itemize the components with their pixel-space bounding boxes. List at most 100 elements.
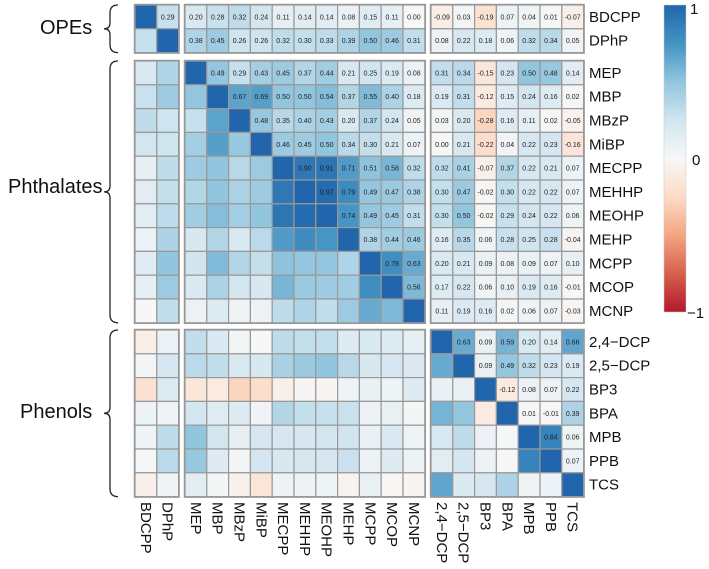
cell-value-label: 0.19 [566,363,580,370]
heatmap-cell [206,250,230,276]
heatmap-cell: 0.07 [402,131,426,157]
cell-rect [358,353,382,379]
heatmap-cell: 0.30 [293,28,317,54]
heatmap-cell [474,448,498,474]
cell-value-label: 0.15 [363,14,377,21]
heatmap-cell: 0.07 [539,377,563,403]
heatmap-cell: 0.50 [271,84,295,110]
heatmap-cell [315,274,339,300]
column-label: MiBP [252,502,269,538]
cell-value-label: 0.45 [385,213,399,220]
heatmap-cell: 0.02 [539,107,563,133]
cell-value-label: 0.37 [342,94,356,101]
heatmap-cell: 0.07 [561,448,585,474]
cell-value-label: 0.48 [544,70,558,77]
heatmap-cell: -0.01 [539,400,563,426]
cell-rect [517,424,541,450]
row-label: BPA [589,405,618,422]
heatmap-cell: 0.14 [539,329,563,355]
heatmap-cell [315,329,339,355]
heatmap-cell: 0.16 [539,274,563,300]
group-brace [103,329,119,498]
cell-value-label: 0.50 [320,142,334,149]
heatmap-cell [228,424,252,450]
cell-rect [156,155,180,181]
heatmap-cell: 0.24 [380,107,404,133]
cell-value-label: 0.06 [500,38,514,45]
row-label: MPB [589,429,622,446]
heatmap-cell [402,424,426,450]
heatmap-cell [271,298,295,324]
cell-rect [228,424,252,450]
heatmap-cell: 0.32 [517,353,541,379]
cell-value-label: 0.26 [233,38,247,45]
row-label: MBzP [589,113,629,130]
cell-value-label: 0.43 [254,70,268,77]
heatmap-cell [271,377,295,403]
heatmap-cell [228,250,252,276]
heatmap-cell [184,472,208,498]
cell-rect [293,329,317,355]
heatmap-cell: -0.09 [430,4,454,30]
heatmap-cell: 0.48 [539,60,563,86]
heatmap-cell: 0.30 [430,203,454,229]
heatmap-cell: 0.38 [184,28,208,54]
row-label: MCOP [589,279,634,296]
cell-value-label: 0.32 [522,363,536,370]
cell-value-label: 0.32 [435,166,449,173]
cell-value-label: 0.49 [363,189,377,196]
heatmap-cell [228,377,252,403]
cell-value-label: 0.06 [522,308,536,315]
column-label: MEHP [340,502,357,545]
cell-rect [358,329,382,355]
cell-rect [337,250,361,276]
heatmap-cell [271,472,295,498]
cell-rect [134,84,158,110]
heatmap-cell [156,84,180,110]
cell-rect [474,448,498,474]
cell-value-label: 0.32 [276,38,290,45]
cell-rect [206,353,230,379]
cell-rect [206,400,230,426]
column-label: 2,4−DCP [433,502,450,563]
cell-rect [134,472,158,498]
cell-value-label: 0.22 [566,387,580,394]
heatmap-cell [184,203,208,229]
heatmap-cell: -0.05 [561,107,585,133]
heatmap-cell [380,472,404,498]
heatmap-cell [474,424,498,450]
cell-rect [134,377,158,403]
cell-value-label: 0.59 [500,339,514,346]
cell-value-label: 0.22 [544,213,558,220]
heatmap-cell [474,377,498,403]
column-label: BP3 [477,502,494,530]
heatmap-cell: 0.18 [474,28,498,54]
heatmap-cell [134,472,158,498]
heatmap-cell [184,131,208,157]
cell-rect [156,424,180,450]
cell-rect [315,400,339,426]
heatmap-cell: 0.19 [430,84,454,110]
cell-rect [184,353,208,379]
heatmap-cell [184,227,208,253]
heatmap-cell [184,448,208,474]
cell-value-label: 0.09 [479,339,493,346]
cell-value-label: 0.31 [407,38,421,45]
heatmap-cell: 0.58 [380,155,404,181]
cell-value-label: -0.19 [478,14,494,21]
cell-value-label: -0.16 [565,142,581,149]
heatmap-cell: 0.07 [561,155,585,181]
cell-value-label: 0.63 [407,261,421,268]
cell-rect [474,472,498,498]
row-labels: BDCPP DPhP MEP MBP MBzP MiBP MECPP MEHHP MEOHP ME… [589,9,650,494]
cell-rect [337,424,361,450]
row-label: PPB [589,453,619,470]
heatmap-cell [315,227,339,253]
heatmap-cell: 0.16 [474,298,498,324]
heatmap-cell [271,274,295,300]
heatmap-cell [134,203,158,229]
heatmap-cell [206,227,230,253]
cell-value-label: 0.45 [211,38,225,45]
cell-rect [228,179,252,205]
heatmap-cell: 0.22 [517,179,541,205]
